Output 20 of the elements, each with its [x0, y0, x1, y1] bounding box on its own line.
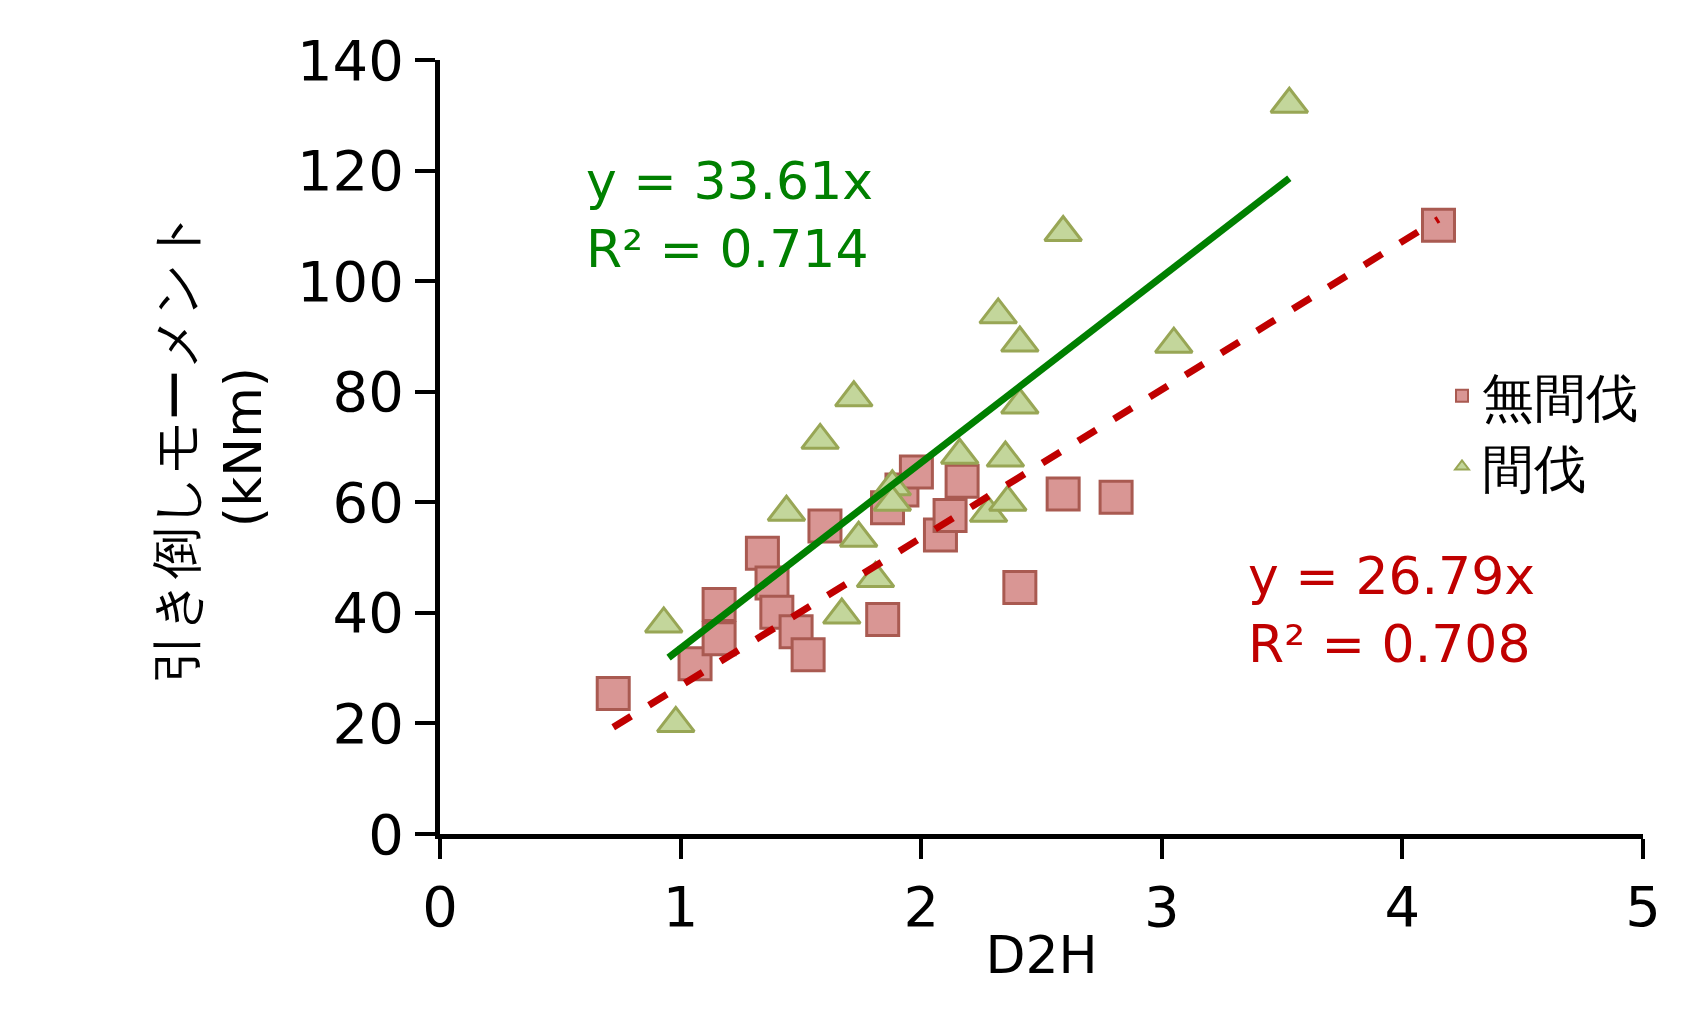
y-tick-label: 140	[296, 27, 404, 93]
x-tick-label: 4	[1384, 874, 1421, 940]
y-tick-label: 60	[332, 469, 404, 535]
y-tick-label: 20	[332, 691, 404, 757]
x-axis-title: D2H	[985, 925, 1098, 986]
y-tick-label: 120	[296, 138, 404, 204]
x-tick-label: 3	[1143, 874, 1180, 940]
x-tick-label: 5	[1625, 874, 1661, 940]
y-axis-title: 引き倒しモーメント (kNm)	[145, 210, 274, 684]
y-tick-label: 0	[368, 801, 404, 867]
y-tick-label: 100	[296, 248, 404, 314]
x-tick-label: 2	[903, 874, 940, 940]
legend-label: 間伐	[1482, 438, 1586, 499]
y-tick-label: 80	[332, 359, 404, 425]
annotation: y = 26.79x R² = 0.708	[1248, 546, 1536, 674]
y-tick-label: 40	[332, 580, 404, 646]
legend-label: 無間伐	[1482, 368, 1638, 429]
x-tick-label: 0	[422, 874, 458, 940]
x-tick-label: 1	[662, 874, 699, 940]
annotation: y = 33.61x R² = 0.714	[586, 151, 874, 279]
